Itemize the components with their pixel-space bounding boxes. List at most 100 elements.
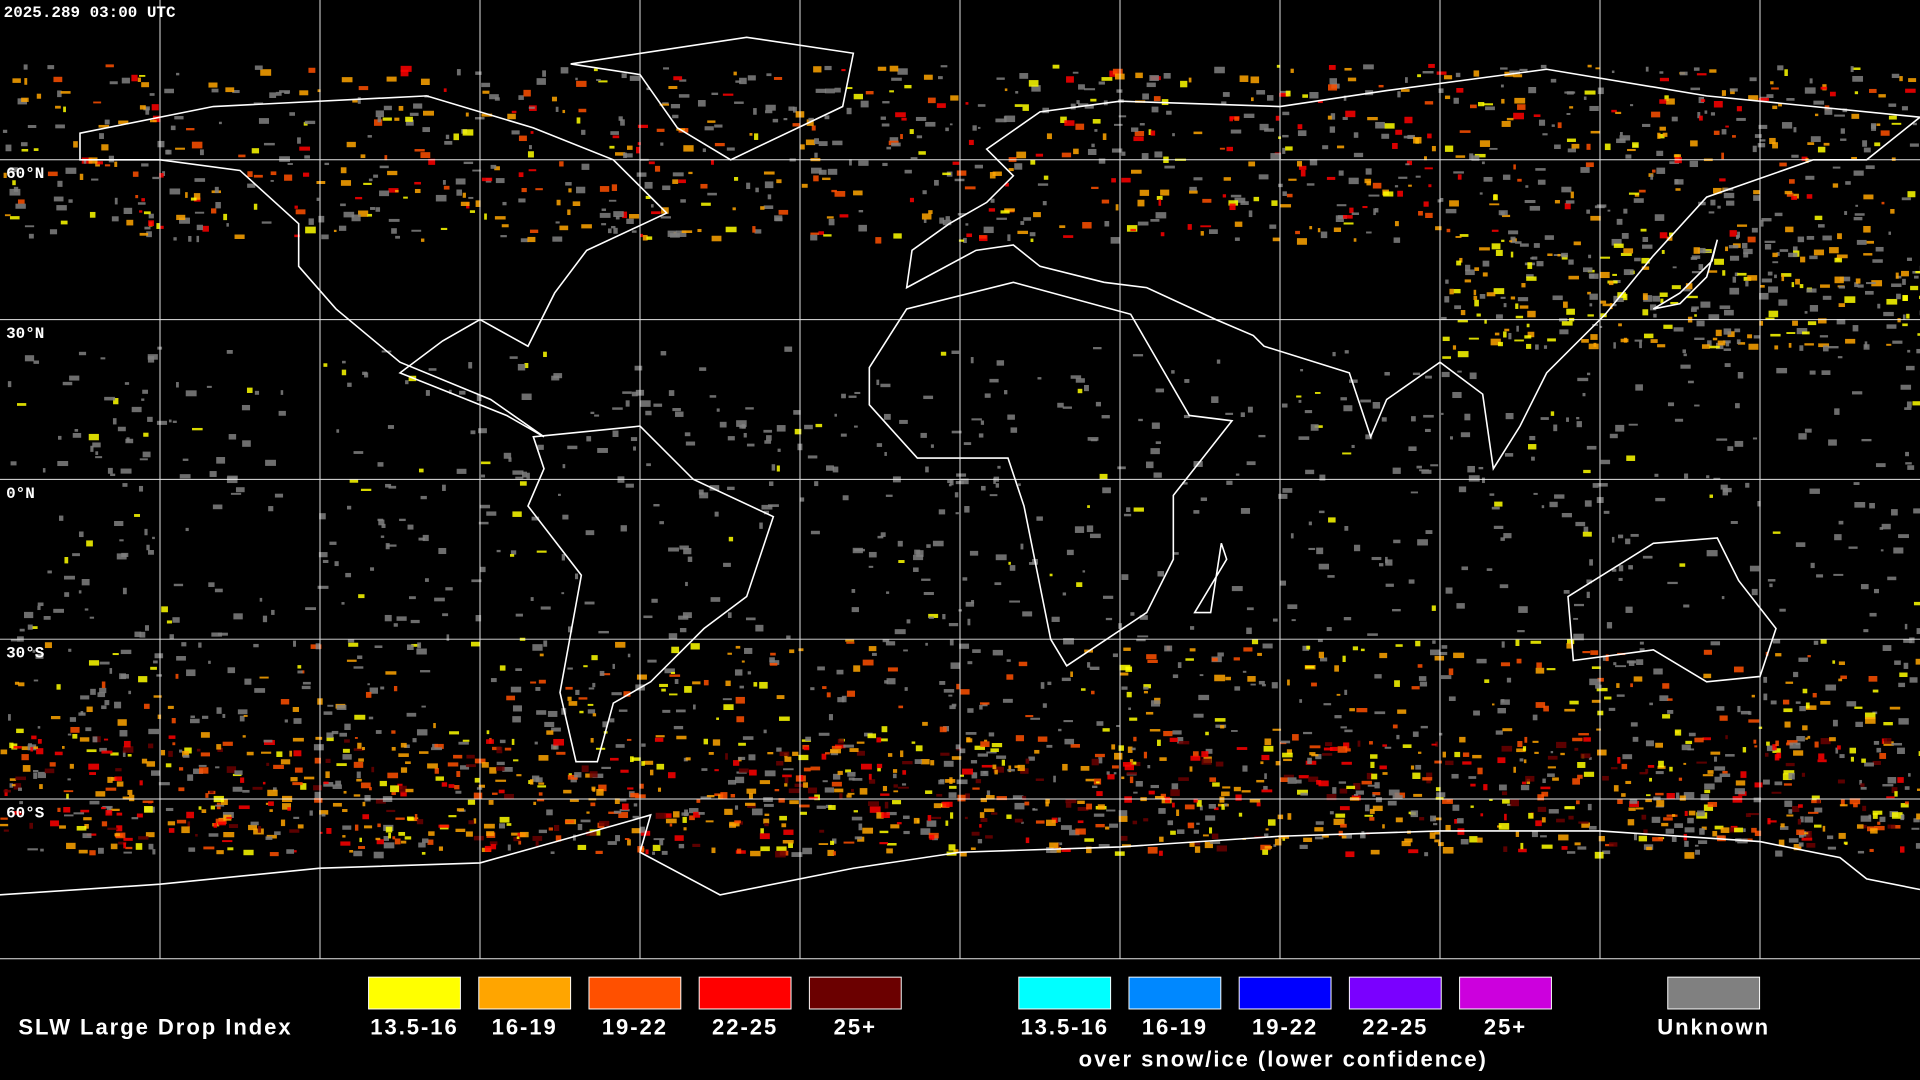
cloud-pixel: [1503, 533, 1512, 539]
cloud-pixel: [1346, 785, 1356, 790]
cloud-pixel: [448, 815, 457, 818]
cloud-pixel: [688, 171, 693, 175]
cloud-pixel: [810, 234, 818, 241]
cloud-pixel: [433, 723, 436, 729]
cloud-pixel: [1508, 230, 1519, 235]
cloud-pixel: [1716, 438, 1728, 441]
cloud-pixel: [1809, 78, 1813, 84]
cloud-pixel: [508, 457, 512, 462]
cloud-pixel: [843, 841, 855, 844]
cloud-pixel: [227, 847, 234, 851]
cloud-pixel: [420, 78, 430, 86]
cloud-pixel: [1798, 657, 1809, 662]
cloud-pixel: [112, 418, 117, 425]
cloud-pixel: [114, 161, 118, 167]
cloud-pixel: [494, 216, 506, 220]
cloud-pixel: [1481, 161, 1485, 165]
cloud-pixel: [292, 706, 300, 712]
cloud-pixel: [893, 233, 902, 239]
cloud-pixel: [208, 833, 219, 837]
cloud-pixel: [418, 468, 424, 473]
cloud-pixel: [848, 777, 855, 781]
cloud-pixel: [137, 77, 141, 82]
cloud-pixel: [1257, 652, 1262, 656]
cloud-pixel: [157, 140, 165, 148]
cloud-pixel: [1127, 746, 1133, 753]
cloud-pixel: [943, 689, 955, 693]
cloud-pixel: [1202, 198, 1212, 203]
cloud-pixel: [1133, 761, 1137, 765]
cloud-pixel: [109, 668, 113, 674]
cloud-pixel: [1004, 390, 1008, 395]
cloud-pixel: [886, 678, 896, 685]
cloud-pixel: [4, 789, 8, 797]
cloud-pixel: [172, 742, 176, 746]
cloud-pixel: [99, 687, 107, 694]
cloud-pixel: [1888, 103, 1897, 107]
cloud-pixel: [1462, 761, 1472, 765]
cloud-pixel: [1222, 194, 1227, 198]
cloud-pixel: [1231, 730, 1238, 732]
cloud-pixel: [80, 809, 90, 813]
cloud-pixel: [1818, 343, 1830, 348]
cloud-pixel: [641, 743, 646, 747]
cloud-pixel: [1043, 175, 1049, 180]
cloud-pixel: [1469, 104, 1477, 109]
cloud-pixel: [146, 761, 156, 767]
cloud-pixel: [1887, 777, 1897, 784]
cloud-pixel: [117, 719, 127, 726]
cloud-pixel: [148, 728, 160, 735]
cloud-pixel: [1613, 243, 1624, 248]
cloud-pixel: [268, 801, 274, 806]
cloud-pixel: [583, 665, 588, 668]
cloud-pixel: [1278, 493, 1288, 499]
cloud-pixel: [1340, 823, 1347, 828]
cloud-pixel: [1340, 397, 1347, 401]
cloud-pixel: [456, 189, 462, 196]
cloud-pixel: [1276, 64, 1281, 68]
cloud-pixel: [746, 788, 757, 794]
cloud-pixel: [1361, 780, 1372, 785]
cloud-pixel: [1586, 372, 1591, 376]
cloud-pixel: [101, 681, 106, 689]
cloud-pixel: [203, 846, 215, 850]
cloud-pixel: [1535, 667, 1545, 674]
cloud-pixel: [1430, 649, 1441, 656]
cloud-pixel: [722, 93, 734, 96]
cloud-pixel: [84, 824, 89, 829]
cloud-pixel: [1524, 335, 1532, 339]
cloud-pixel: [73, 141, 78, 148]
cloud-pixel: [1684, 852, 1695, 859]
cloud-pixel: [1853, 802, 1858, 808]
cloud-pixel: [364, 372, 369, 378]
cloud-pixel: [822, 686, 827, 690]
cloud-pixel: [1375, 797, 1382, 803]
cloud-pixel: [1742, 747, 1747, 753]
cloud-pixel: [1126, 691, 1132, 698]
cloud-pixel: [703, 738, 709, 745]
cloud-pixel: [1135, 72, 1143, 79]
cloud-pixel: [424, 578, 429, 582]
cloud-pixel: [1137, 199, 1145, 207]
cloud-pixel: [1533, 243, 1540, 248]
cloud-pixel: [1597, 749, 1607, 756]
cloud-pixel: [678, 179, 686, 184]
cloud-pixel: [710, 597, 721, 602]
cloud-pixel: [877, 535, 884, 539]
cloud-pixel: [1345, 110, 1356, 118]
cloud-pixel: [1046, 133, 1052, 140]
cloud-pixel: [413, 103, 423, 109]
cloud-pixel: [837, 697, 845, 703]
cloud-pixel: [1586, 579, 1592, 584]
cloud-pixel: [802, 847, 813, 855]
cloud-pixel: [383, 842, 395, 849]
cloud-pixel: [1865, 165, 1875, 170]
cloud-pixel: [898, 560, 905, 564]
cloud-pixel: [767, 752, 774, 755]
cloud-pixel: [675, 709, 686, 713]
cloud-pixel: [1037, 377, 1042, 380]
cloud-pixel: [490, 164, 497, 169]
cloud-pixel: [1816, 574, 1824, 578]
cloud-pixel: [499, 739, 506, 744]
cloud-pixel: [810, 530, 820, 535]
